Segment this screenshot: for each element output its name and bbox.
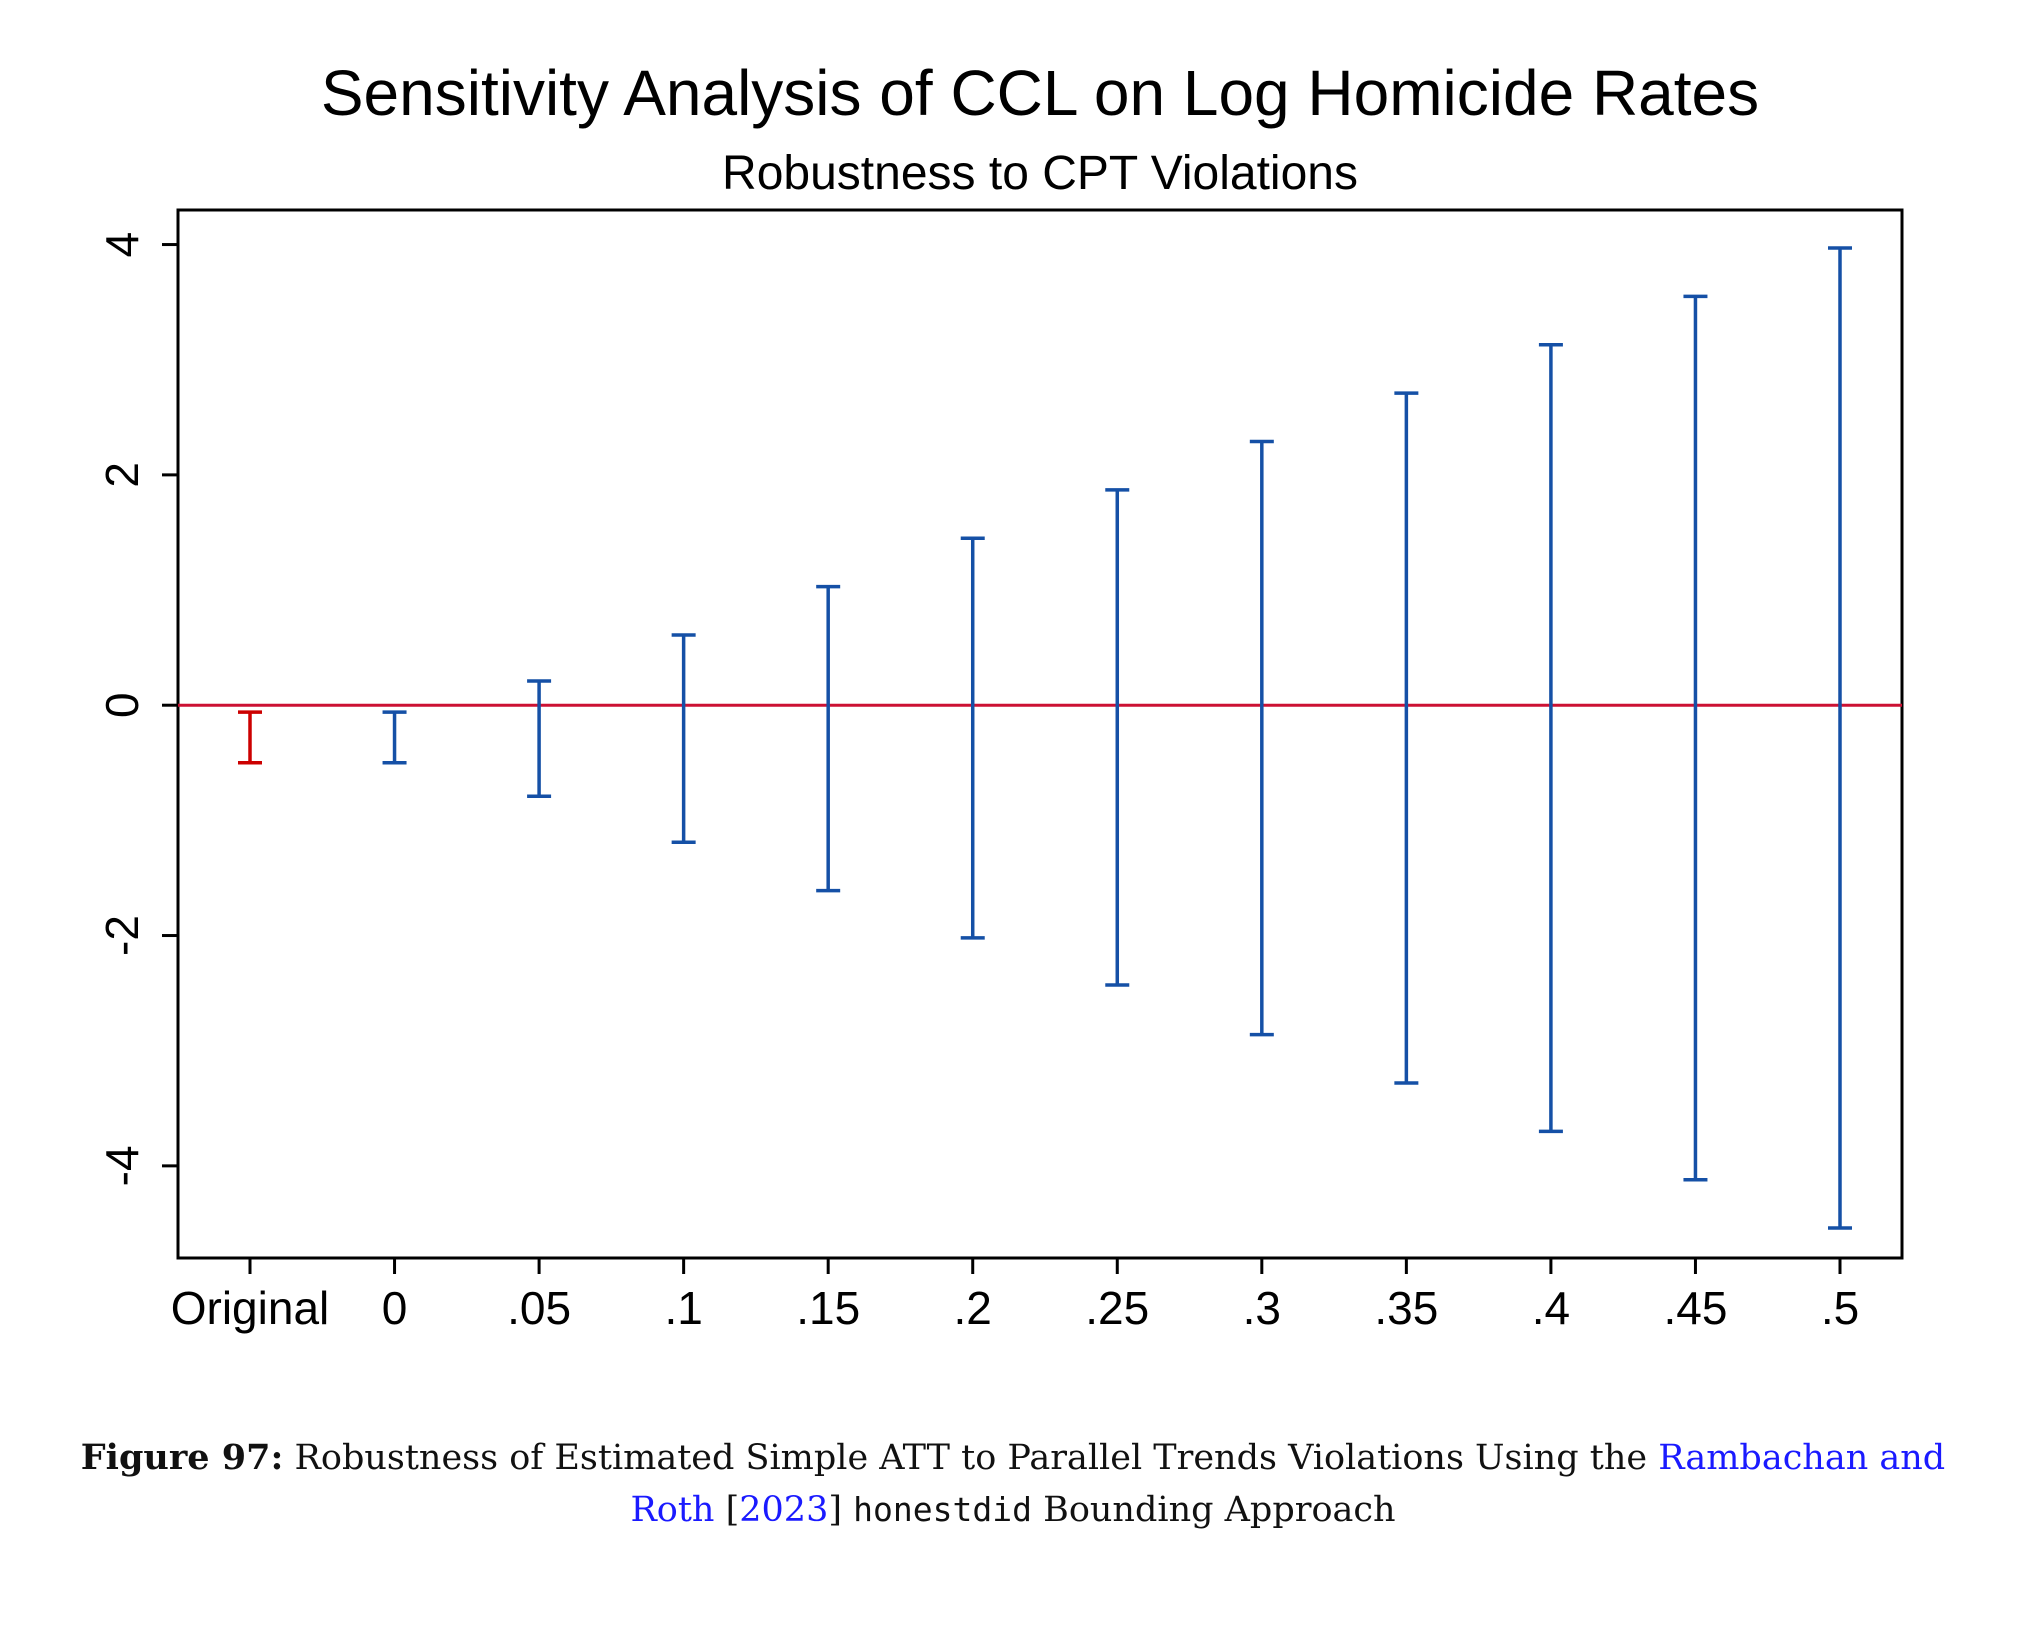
y-tick-label: 2	[96, 462, 148, 488]
x-tick-label: .35	[1374, 1282, 1438, 1334]
citation-bracket-open: [	[725, 1490, 740, 1530]
y-tick-label: -2	[96, 915, 148, 956]
interval-.45	[1683, 294, 1708, 1182]
x-tick-label: Original	[171, 1282, 330, 1334]
x-tick-label: .3	[1243, 1282, 1281, 1334]
x-tick-label: .25	[1085, 1282, 1149, 1334]
interval-.15	[816, 584, 841, 893]
interval-.05	[527, 679, 552, 798]
x-axis: Original 0 .05 .1 .15 .2 .25 .3 .35 .4 .45 .5	[171, 1258, 1859, 1334]
citation-year-link[interactable]: 2023	[739, 1490, 829, 1530]
chart-title: Sensitivity Analysis of CCL on Log Homic…	[321, 57, 1759, 129]
interval-.2	[960, 536, 985, 940]
y-tick-label: 0	[96, 692, 148, 718]
x-tick-label: .4	[1532, 1282, 1570, 1334]
interval-.25	[1105, 488, 1130, 987]
caption-text-end: Bounding Approach	[1043, 1490, 1396, 1530]
interval-.35	[1394, 391, 1419, 1085]
x-tick-label: .5	[1821, 1282, 1859, 1334]
citation-author-link[interactable]: Rambachan and Roth	[630, 1438, 1946, 1530]
confidence-intervals	[238, 246, 1852, 1230]
interval-.1	[671, 633, 696, 845]
y-axis: 4 2 0 -2 -4	[96, 232, 178, 1186]
chart-subtitle: Robustness to CPT Violations	[722, 147, 1358, 200]
x-tick-label: .05	[507, 1282, 571, 1334]
y-tick-label: 4	[96, 232, 148, 258]
plot-frame	[176, 208, 1904, 1260]
x-tick-label: .45	[1663, 1282, 1727, 1334]
x-tick-label: 0	[382, 1282, 408, 1334]
figure-label: Figure 97:	[80, 1437, 284, 1478]
chart: Sensitivity Analysis of CCL on Log Homic…	[96, 57, 1904, 1334]
caption-code-word: honestdid	[853, 1490, 1032, 1529]
interval-.5	[1828, 246, 1852, 1230]
citation-bracket-close: ]	[828, 1490, 842, 1530]
x-tick-label: .1	[664, 1282, 702, 1334]
interval-.3	[1249, 439, 1274, 1037]
caption-text: Robustness of Estimated Simple ATT to Pa…	[294, 1438, 1648, 1478]
figure-caption: Figure 97: Robustness of Estimated Simpl…	[40, 1432, 1986, 1536]
y-tick-label: -4	[96, 1145, 148, 1186]
x-tick-label: .15	[796, 1282, 860, 1334]
x-tick-label: .2	[954, 1282, 992, 1334]
interval-original	[238, 710, 262, 765]
interval-0	[382, 710, 407, 765]
interval-.4	[1538, 342, 1563, 1134]
